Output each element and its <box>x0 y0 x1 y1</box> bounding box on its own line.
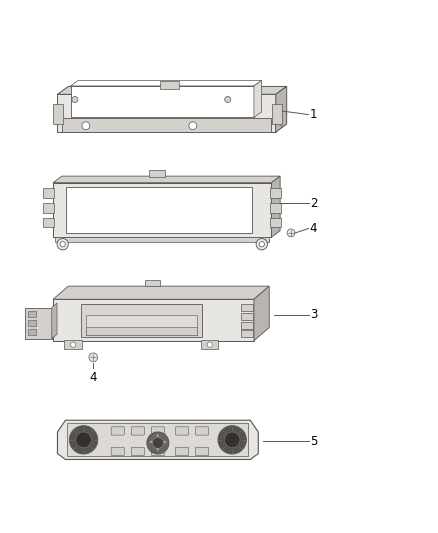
Bar <box>241 330 253 337</box>
Polygon shape <box>57 420 258 459</box>
FancyBboxPatch shape <box>176 447 188 456</box>
Bar <box>25 308 52 338</box>
Circle shape <box>225 96 231 102</box>
Circle shape <box>224 432 240 448</box>
Polygon shape <box>276 86 287 132</box>
Circle shape <box>72 96 78 102</box>
Text: 4: 4 <box>89 372 97 384</box>
Bar <box>28 311 36 317</box>
Bar <box>241 321 253 329</box>
Bar <box>272 104 282 124</box>
Circle shape <box>57 239 68 250</box>
Text: 4: 4 <box>310 222 317 235</box>
Bar <box>28 320 36 326</box>
Bar <box>28 329 36 335</box>
Polygon shape <box>53 176 280 183</box>
Bar <box>270 217 281 228</box>
Bar <box>241 313 253 320</box>
Circle shape <box>82 122 90 130</box>
Circle shape <box>69 426 98 454</box>
Bar <box>53 299 254 341</box>
Bar <box>64 340 82 350</box>
Circle shape <box>287 229 295 237</box>
Polygon shape <box>254 286 269 341</box>
Bar <box>86 315 197 335</box>
Bar <box>160 81 180 88</box>
Bar <box>86 327 197 335</box>
FancyBboxPatch shape <box>195 447 208 456</box>
Text: ▼: ▼ <box>156 448 159 453</box>
Bar <box>43 188 54 198</box>
Bar <box>43 203 54 213</box>
Bar <box>145 280 160 286</box>
Circle shape <box>71 342 76 348</box>
FancyBboxPatch shape <box>195 427 208 435</box>
Circle shape <box>152 438 163 448</box>
Text: 2: 2 <box>310 197 317 209</box>
Polygon shape <box>52 303 57 338</box>
Circle shape <box>256 239 268 250</box>
Text: 5: 5 <box>310 434 317 448</box>
FancyBboxPatch shape <box>131 447 145 456</box>
Text: 3: 3 <box>310 308 317 321</box>
Bar <box>71 86 254 117</box>
Circle shape <box>218 426 246 454</box>
Bar <box>67 423 248 456</box>
Circle shape <box>189 122 197 130</box>
Bar <box>43 217 54 228</box>
Text: ◀: ◀ <box>149 441 152 445</box>
Text: ▶: ▶ <box>164 441 167 445</box>
Bar <box>149 170 165 177</box>
FancyBboxPatch shape <box>151 427 164 435</box>
Circle shape <box>60 241 65 247</box>
FancyBboxPatch shape <box>176 427 188 435</box>
Text: 1: 1 <box>310 108 317 121</box>
Bar <box>66 187 252 233</box>
Circle shape <box>207 342 212 348</box>
Circle shape <box>147 432 169 454</box>
Bar <box>81 304 202 336</box>
Polygon shape <box>53 286 269 299</box>
Bar <box>241 304 253 311</box>
Bar <box>270 188 281 198</box>
Polygon shape <box>254 80 261 117</box>
FancyBboxPatch shape <box>131 427 145 435</box>
Polygon shape <box>71 80 261 86</box>
FancyBboxPatch shape <box>111 447 124 456</box>
Circle shape <box>259 241 265 247</box>
Polygon shape <box>272 176 280 237</box>
Bar <box>270 203 281 213</box>
FancyBboxPatch shape <box>151 447 164 456</box>
Circle shape <box>89 353 98 362</box>
Bar <box>53 183 272 237</box>
Polygon shape <box>57 86 287 94</box>
Bar <box>53 104 63 124</box>
Polygon shape <box>276 114 281 132</box>
Bar <box>55 237 269 243</box>
Bar <box>62 118 272 132</box>
Polygon shape <box>57 94 276 132</box>
Bar <box>201 340 219 350</box>
Text: ▲: ▲ <box>156 433 159 438</box>
Circle shape <box>76 432 92 448</box>
FancyBboxPatch shape <box>111 427 124 435</box>
